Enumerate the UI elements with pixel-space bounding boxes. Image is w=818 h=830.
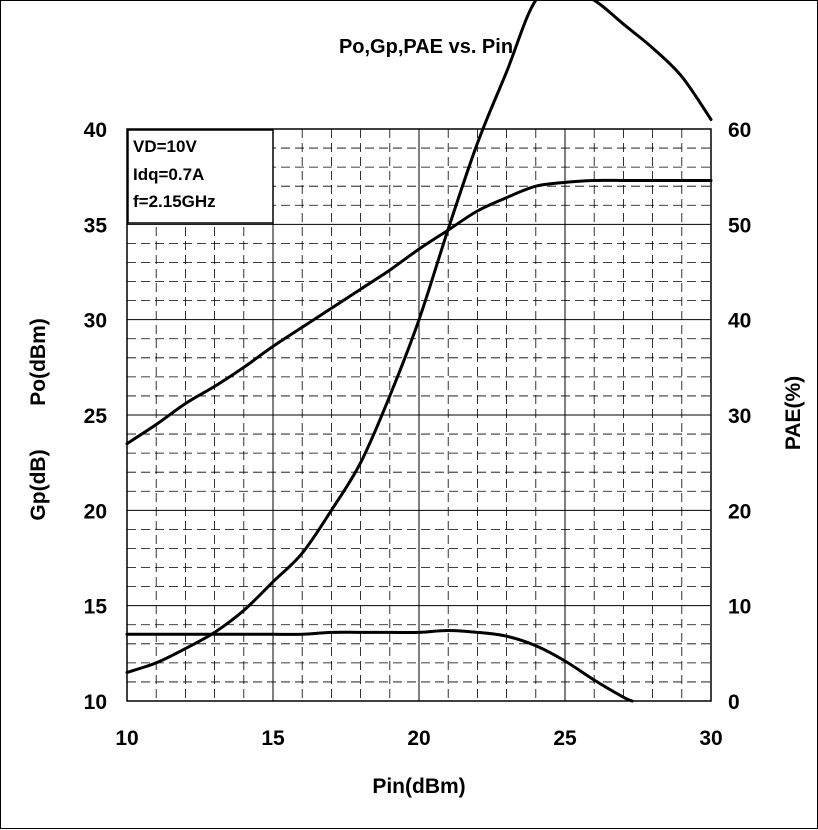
y-right-tick-label: 30 <box>728 405 751 428</box>
x-tick-label: 20 <box>407 727 430 750</box>
y-right-tick-label: 50 <box>728 214 751 237</box>
y-right-tick-label: 20 <box>728 500 751 523</box>
y-right-tick-label: 60 <box>728 119 751 142</box>
y-left-tick-label: 15 <box>84 596 108 619</box>
condition-idq: Idq=0.7A <box>133 165 204 184</box>
y-left-label-po: Po(dBm) <box>27 318 50 406</box>
x-tick-label: 15 <box>261 727 285 750</box>
y-right-tick-label: 10 <box>728 596 751 619</box>
x-tick-label: 10 <box>115 727 138 750</box>
series-line-pae <box>125 1 713 674</box>
y-right-tick-label: 0 <box>728 691 740 714</box>
x-axis-label: Pin(dBm) <box>372 775 465 798</box>
condition-freq: f=2.15GHz <box>133 192 216 211</box>
series-line-po <box>125 178 713 446</box>
series <box>125 1 713 703</box>
x-tick-label: 25 <box>553 727 577 750</box>
y-left-tick-label: 35 <box>84 214 108 237</box>
y-right-label: PAE(%) <box>782 376 805 450</box>
y-left-label-gp: Gp(dB) <box>27 449 50 520</box>
y-right-tick-label: 40 <box>728 310 751 333</box>
y-left-tick-label: 40 <box>84 119 107 142</box>
grid <box>127 129 711 701</box>
y-left-tick-label: 10 <box>84 691 107 714</box>
y-left-tick-label: 20 <box>84 500 107 523</box>
chart-title: Po,Gp,PAE vs. Pin <box>339 36 513 58</box>
conditions-box <box>127 129 274 224</box>
y-left-tick-label: 30 <box>84 310 107 333</box>
plot-area <box>126 128 712 702</box>
tick-labels: 10 15 20 25 30 10 15 20 25 30 35 40 0 10 20 30 40 50 60 <box>84 119 752 750</box>
y-left-tick-label: 25 <box>84 405 108 428</box>
x-tick-label: 30 <box>699 727 722 750</box>
condition-vd: VD=10V <box>133 137 197 156</box>
series-line-gp <box>125 629 634 703</box>
